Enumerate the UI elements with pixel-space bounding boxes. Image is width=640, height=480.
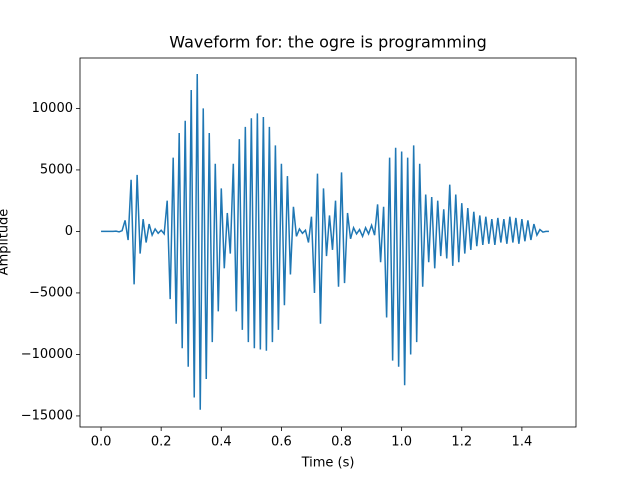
x-tick-label: 0.8 — [331, 435, 352, 450]
waveform-line — [101, 73, 549, 410]
axes-frame — [79, 57, 577, 428]
x-tick-label: 0.6 — [271, 435, 292, 450]
chart-title: Waveform for: the ogre is programming — [169, 33, 486, 52]
x-tick-label: 1.2 — [451, 435, 472, 450]
y-tick-label: 5000 — [40, 162, 73, 177]
y-axis-label: Amplitude — [0, 209, 12, 276]
y-tick-label: −10000 — [21, 347, 73, 362]
x-tick-label: 0.2 — [151, 435, 172, 450]
x-tick-label: 0.0 — [91, 435, 112, 450]
x-tick-label: 0.4 — [211, 435, 232, 450]
x-axis-label: Time (s) — [301, 456, 355, 471]
y-tick-label: −5000 — [29, 285, 73, 300]
x-tick-label: 1.0 — [391, 435, 412, 450]
y-tick-label: 0 — [65, 224, 73, 239]
y-tick-label: −15000 — [21, 408, 73, 423]
x-tick-label: 1.4 — [512, 435, 533, 450]
y-tick-label: 10000 — [32, 101, 73, 116]
